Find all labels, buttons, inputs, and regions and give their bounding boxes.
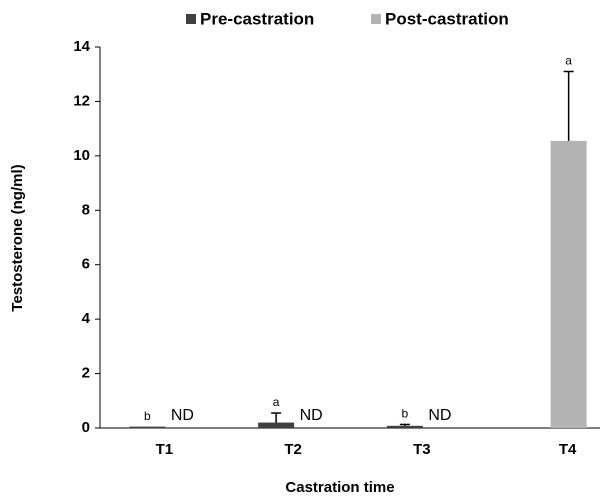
bar: [129, 426, 166, 429]
bar-annotation: ND: [300, 407, 323, 424]
y-tick-label: 8: [82, 201, 90, 218]
y-tick-label: 10: [73, 147, 90, 164]
bar: [386, 425, 423, 428]
legend-swatch: [371, 14, 381, 24]
bar: [550, 140, 587, 428]
y-tick-label: 4: [82, 310, 91, 327]
legend-label: Pre-castration: [200, 9, 314, 28]
y-tick-label: 0: [82, 419, 90, 436]
bar-annotation: a: [565, 54, 572, 68]
legend-label: Post-castration: [385, 9, 509, 28]
y-tick-label: 14: [73, 38, 90, 55]
y-tick-label: 6: [82, 256, 90, 273]
bar-annotation: ND: [428, 407, 451, 424]
bar-annotation: ND: [171, 407, 194, 424]
bar-annotation: b: [144, 409, 151, 423]
x-tick-label: T1: [156, 441, 174, 458]
x-tick-label: T2: [284, 441, 302, 458]
bar-annotation: b: [402, 407, 409, 421]
bar: [258, 422, 295, 428]
y-axis-title: Testosterone (ng/ml): [9, 164, 26, 311]
y-tick-label: 12: [73, 92, 90, 109]
x-tick-label: T4: [559, 441, 577, 458]
x-axis-title: Castration time: [285, 479, 394, 496]
bar-annotation: a: [273, 395, 280, 409]
y-tick-label: 2: [82, 365, 90, 382]
legend-swatch: [186, 14, 196, 24]
x-tick-label: T3: [413, 441, 431, 458]
